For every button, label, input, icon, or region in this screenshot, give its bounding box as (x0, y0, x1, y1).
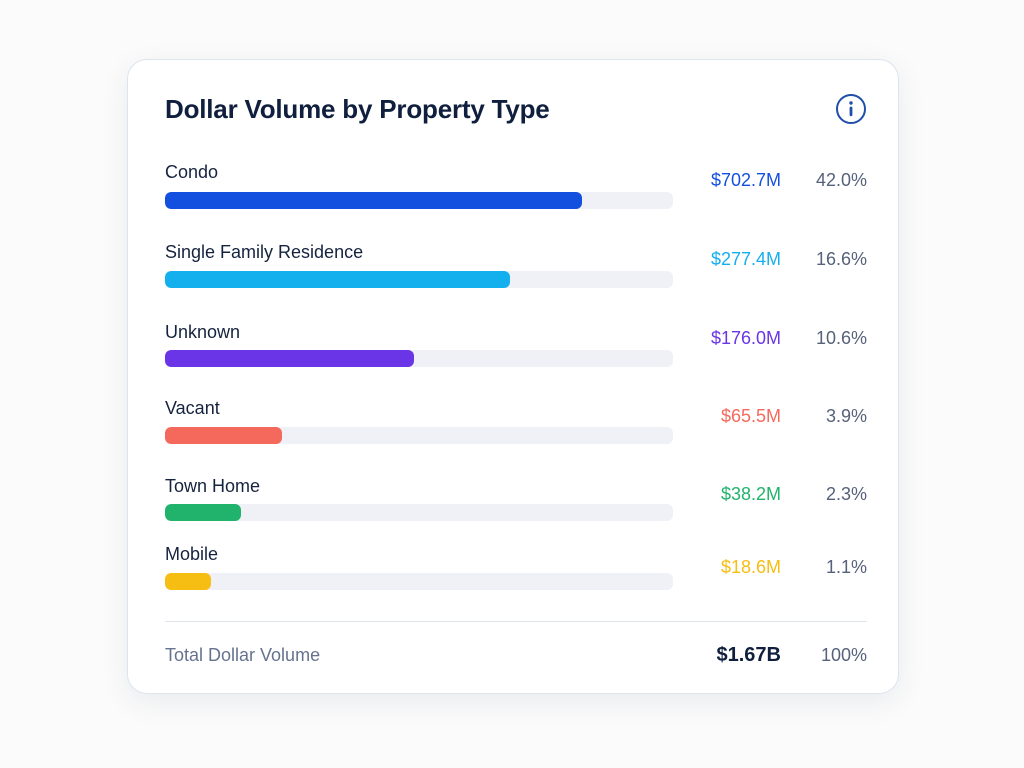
row-value: $65.5M (720, 406, 781, 426)
row-label: Mobile (165, 544, 219, 564)
total-label: Total Dollar Volume (165, 645, 321, 665)
property-row-mobile: Mobile $18.6M 1.1% (165, 544, 867, 592)
row-value: $38.2M (720, 484, 781, 504)
bar-track (165, 504, 673, 521)
bar-track (165, 427, 673, 444)
row-value: $18.6M (720, 557, 781, 577)
bar-track (165, 271, 673, 288)
total-value: $1.67B (716, 644, 782, 666)
row-percent: 42.0% (815, 170, 867, 190)
row-label: Single Family Residence (165, 242, 364, 262)
row-percent: 1.1% (825, 557, 867, 577)
row-percent: 16.6% (815, 249, 867, 269)
bar-fill (165, 573, 211, 590)
property-row-single-family: Single Family Residence $277.4M 16.6% (165, 242, 867, 290)
dollar-volume-card: Dollar Volume by Property Type Condo $70… (127, 59, 899, 694)
row-label: Town Home (165, 476, 261, 496)
row-value: $277.4M (710, 249, 781, 269)
bar-fill (165, 271, 511, 288)
row-percent: 3.9% (825, 406, 867, 426)
row-label: Unknown (165, 322, 241, 342)
bar-track (165, 573, 673, 590)
info-icon[interactable] (835, 93, 867, 125)
divider (165, 621, 867, 622)
total-row: Total Dollar Volume $1.67B 100% (165, 644, 867, 671)
bar-fill (165, 504, 242, 521)
bar-track (165, 192, 673, 209)
property-row-town-home: Town Home $38.2M 2.3% (165, 476, 867, 524)
bar-fill (165, 350, 414, 367)
info-circle-icon (836, 94, 866, 124)
row-label: Condo (165, 162, 219, 182)
total-percent: 100% (820, 645, 867, 665)
row-percent: 2.3% (825, 484, 867, 504)
bar-track (165, 350, 673, 367)
row-percent: 10.6% (815, 328, 867, 348)
row-label: Vacant (165, 398, 220, 418)
bar-fill (165, 427, 282, 444)
property-row-condo: Condo $702.7M 42.0% (165, 162, 867, 210)
property-row-unknown: Unknown $176.0M 10.6% (165, 322, 867, 370)
row-value: $176.0M (710, 328, 781, 348)
bar-fill (165, 192, 582, 209)
property-row-vacant: Vacant $65.5M 3.9% (165, 398, 867, 446)
row-value: $702.7M (710, 170, 781, 190)
card-title: Dollar Volume by Property Type (165, 94, 550, 124)
